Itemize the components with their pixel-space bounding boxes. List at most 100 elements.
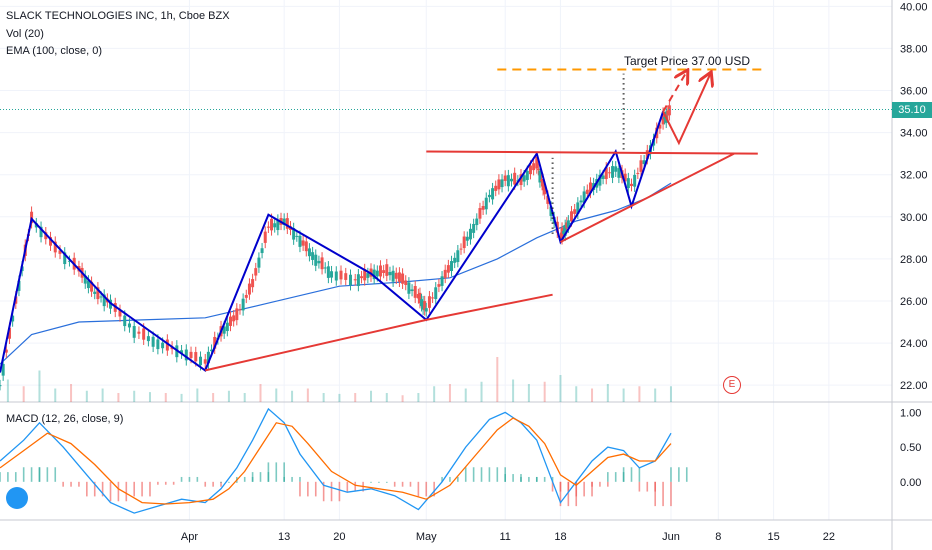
target-price-label: Target Price 37.00 USD <box>624 54 751 68</box>
volume-bar <box>354 393 357 402</box>
macd-histogram-bar <box>425 481 428 497</box>
candle-body <box>525 170 529 180</box>
candle-body <box>494 185 498 191</box>
candle-body <box>63 252 67 265</box>
macd-histogram-bar <box>393 481 396 487</box>
macd-histogram-bar <box>622 467 625 482</box>
candle-body <box>579 200 583 203</box>
candle-body <box>503 175 507 181</box>
zigzag-pattern <box>0 111 665 373</box>
candle-body <box>538 170 542 183</box>
macd-histogram-bar <box>496 467 499 482</box>
candle-body <box>123 315 127 327</box>
macd-histogram-bar <box>385 481 388 483</box>
candle-body <box>563 224 567 236</box>
macd-histogram-bar <box>172 481 175 485</box>
volume-bar <box>338 393 341 402</box>
time-axis-label: 8 <box>715 531 721 543</box>
macd-histogram-bar <box>401 481 404 487</box>
macd-histogram-bar <box>283 476 285 482</box>
volume-bar <box>22 386 25 402</box>
macd-histogram-bar <box>370 481 372 483</box>
volume-bar <box>512 379 515 402</box>
macd-histogram-bar <box>575 481 578 497</box>
candle-body <box>540 179 544 182</box>
macd-histogram-bar <box>220 481 222 483</box>
volume-bar <box>417 393 420 402</box>
candle-body <box>251 279 255 288</box>
resistance-line <box>426 150 758 155</box>
candle-body <box>137 331 141 334</box>
volume-bar <box>180 393 183 402</box>
candle-body <box>391 270 395 282</box>
candle-body <box>532 163 536 171</box>
macd-histogram-bar <box>630 467 633 482</box>
symbol-legend: SLACK TECHNOLOGIES INC, 1h, Cboe BZX <box>6 10 230 22</box>
candle-body <box>565 222 569 229</box>
candle-body <box>266 226 270 228</box>
candle-body <box>241 298 245 311</box>
volume-bar <box>259 384 262 402</box>
volume-bar <box>322 393 325 402</box>
candle-body <box>468 228 472 240</box>
candle-body <box>213 336 217 349</box>
macd-histogram-bar <box>164 481 167 485</box>
volume-bar <box>401 395 404 402</box>
volume-bar <box>527 384 530 402</box>
candle-body <box>326 266 330 278</box>
candle-body <box>388 272 392 276</box>
macd-axis-label: 0.00 <box>900 477 921 489</box>
macd-histogram-bar <box>22 467 25 482</box>
macd-histogram-bar <box>259 472 262 482</box>
macd-line <box>0 407 672 514</box>
macd-histogram-bar <box>330 481 333 502</box>
candle-body <box>437 284 441 287</box>
volume-bar <box>591 388 594 402</box>
volume-bar <box>291 390 294 402</box>
candle-body <box>180 350 184 354</box>
volume-bar <box>306 388 309 402</box>
time-axis-label: 15 <box>767 531 779 543</box>
candle-body <box>604 167 608 180</box>
candle-body <box>407 282 411 294</box>
volume-bar <box>575 386 578 402</box>
macd-histogram-bar <box>283 462 285 482</box>
macd-histogram-bar <box>464 467 467 482</box>
macd-histogram-bar <box>354 481 357 492</box>
candle-body <box>450 261 454 271</box>
macd-histogram-bar <box>275 462 278 482</box>
macd-histogram-bar <box>196 476 199 482</box>
candle-body <box>562 230 566 234</box>
candle-body <box>225 322 229 332</box>
macd-histogram-bar <box>607 472 609 482</box>
volume-bar <box>164 393 167 402</box>
candle-body <box>11 315 15 322</box>
candle-body <box>53 241 57 253</box>
macd-histogram-bar <box>378 481 380 483</box>
candle-body <box>607 172 611 174</box>
macd-histogram-bar <box>0 472 1 482</box>
candle-body <box>546 195 550 204</box>
candle-body <box>375 270 379 277</box>
candle-body <box>522 175 526 182</box>
volume-bar <box>496 357 499 402</box>
volume-bar <box>543 381 546 402</box>
candle-body <box>382 270 386 273</box>
candle-body <box>410 289 414 292</box>
candle-body <box>49 237 53 246</box>
macd-histogram-bar <box>433 481 435 497</box>
earnings-marker[interactable]: E <box>723 376 741 394</box>
volume-bar <box>38 370 41 402</box>
macd-histogram-bar <box>307 481 309 497</box>
macd-histogram-bar <box>212 481 214 487</box>
candle-body <box>93 291 97 294</box>
candle-body <box>566 220 570 228</box>
volume-legend: Vol (20) <box>6 28 44 40</box>
current-price-tag: 35.10 <box>892 102 932 118</box>
macd-histogram-bar <box>125 481 128 502</box>
price-axis-label: 28.00 <box>900 254 928 266</box>
candle-body <box>282 218 286 225</box>
candle-body <box>601 175 605 179</box>
candle-body <box>585 189 589 194</box>
candle-body <box>421 301 425 310</box>
